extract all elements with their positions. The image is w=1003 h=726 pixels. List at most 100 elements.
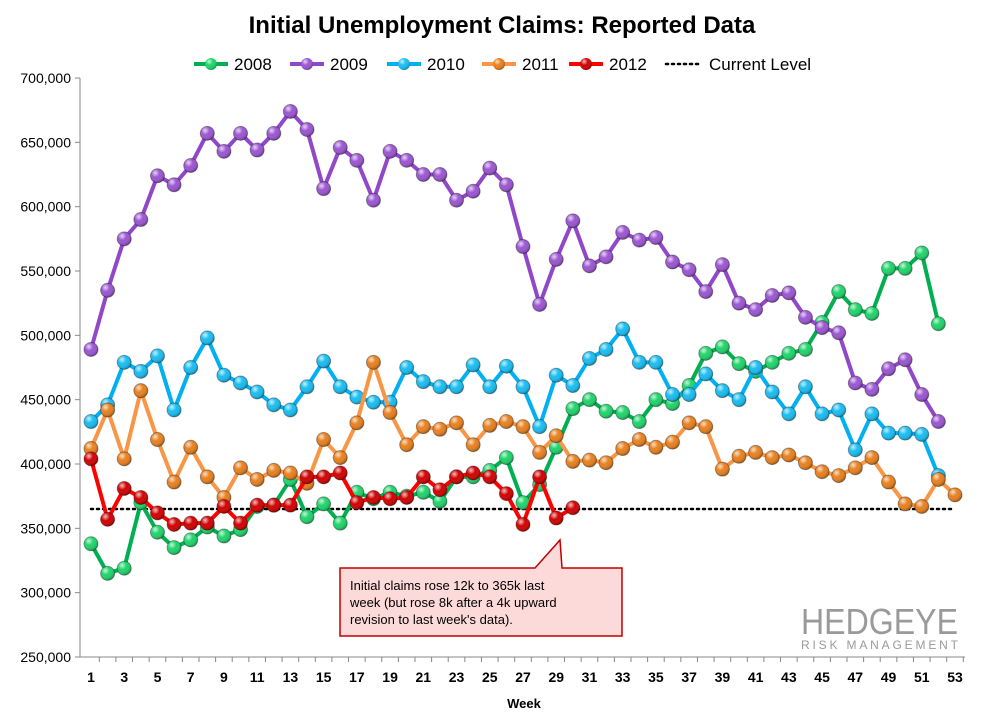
data-point-highlight — [316, 469, 331, 484]
data-point-highlight — [499, 450, 514, 465]
data-point-highlight — [898, 496, 913, 511]
x-tick-label: 51 — [914, 669, 930, 685]
data-point-highlight — [815, 406, 830, 421]
legend-label-current-level: Current Level — [709, 55, 811, 74]
data-point-highlight — [333, 516, 348, 531]
data-point-highlight — [366, 395, 381, 410]
data-point-highlight — [698, 419, 713, 434]
data-point-highlight — [200, 469, 215, 484]
data-point-highlight — [781, 447, 796, 462]
data-point-highlight — [482, 379, 497, 394]
data-point-highlight — [117, 481, 132, 496]
data-point-highlight — [615, 321, 630, 336]
data-point-highlight — [765, 384, 780, 399]
data-point-highlight — [715, 339, 730, 354]
data-point-highlight — [582, 453, 597, 468]
callout-line-1: Initial claims rose 12k to 365k last — [350, 578, 545, 593]
data-point-highlight — [599, 404, 614, 419]
data-point-highlight — [183, 516, 198, 531]
data-point-highlight — [781, 285, 796, 300]
series-2010 — [83, 321, 946, 484]
data-point-highlight — [798, 379, 813, 394]
y-tick-label: 650,000 — [20, 134, 71, 150]
x-tick-label: 17 — [349, 669, 365, 685]
data-point-highlight — [881, 361, 896, 376]
data-point-highlight — [216, 529, 231, 544]
data-point-highlight — [516, 239, 530, 254]
data-point-highlight — [881, 475, 896, 490]
data-point-highlight — [914, 499, 929, 514]
data-point-highlight — [831, 402, 846, 417]
data-point-highlight — [582, 351, 597, 366]
data-point-highlight — [133, 383, 148, 398]
data-point-highlight — [565, 454, 580, 469]
data-point-highlight — [864, 406, 879, 421]
y-tick-label: 450,000 — [20, 392, 71, 408]
data-point-highlight — [798, 342, 813, 357]
data-point-highlight — [333, 140, 348, 155]
data-point-highlight — [848, 460, 863, 475]
data-point-highlight — [432, 494, 447, 509]
legend-label-2010: 2010 — [427, 55, 465, 74]
series-line-2009 — [89, 109, 941, 423]
data-point-highlight — [117, 451, 132, 466]
data-point-highlight — [682, 415, 697, 430]
data-point-highlight — [732, 356, 746, 371]
data-point-highlight — [250, 143, 265, 158]
x-tick-label: 23 — [449, 669, 465, 685]
x-tick-label: 35 — [648, 669, 664, 685]
data-point-highlight — [432, 167, 447, 182]
y-tick-label: 250,000 — [20, 649, 71, 665]
legend-marker-highlight — [580, 58, 592, 70]
data-point-highlight — [283, 466, 298, 481]
x-tick-label: 43 — [781, 669, 797, 685]
data-point-highlight — [665, 387, 680, 402]
data-point-highlight — [150, 525, 165, 540]
x-tick-label: 39 — [715, 669, 731, 685]
data-point-highlight — [549, 368, 564, 383]
data-point-highlight — [748, 302, 763, 317]
data-point-highlight — [333, 466, 348, 481]
legend-marker-highlight — [301, 58, 313, 70]
x-tick-label: 3 — [120, 669, 128, 685]
data-point-highlight — [383, 405, 398, 420]
data-point-highlight — [748, 360, 763, 375]
data-point-highlight — [216, 368, 231, 383]
data-point-highlight — [715, 257, 730, 272]
data-point-highlight — [815, 320, 830, 335]
x-tick-label: 5 — [154, 669, 162, 685]
data-point-highlight — [100, 283, 115, 298]
data-point-highlight — [349, 390, 364, 405]
data-point-highlight — [499, 486, 514, 501]
data-point-highlight — [300, 469, 314, 484]
data-point-highlight — [466, 466, 481, 481]
hedgeye-logo: HEDGEYE RISK MANAGEMENT — [801, 601, 959, 652]
data-point-highlight — [632, 414, 647, 429]
legend-marker-highlight — [205, 58, 217, 70]
data-point-highlight — [399, 437, 414, 452]
data-point-highlight — [200, 516, 215, 531]
y-tick-label: 300,000 — [20, 585, 71, 601]
data-point-highlight — [499, 359, 514, 374]
x-tick-label: 53 — [947, 669, 963, 685]
data-point-highlight — [532, 445, 547, 460]
data-point-highlight — [599, 342, 614, 357]
data-point-highlight — [698, 284, 713, 299]
data-point-highlight — [432, 422, 447, 437]
legend-label-2011: 2011 — [522, 55, 559, 74]
data-point-highlight — [948, 487, 962, 502]
y-tick-label: 550,000 — [20, 263, 71, 279]
callout-line-3: revision to last week's data). — [350, 612, 513, 627]
data-point-highlight — [831, 284, 846, 299]
data-point-highlight — [449, 379, 464, 394]
chart-title: Initial Unemployment Claims: Reported Da… — [249, 12, 756, 39]
data-point-highlight — [765, 450, 780, 465]
x-tick-label: 33 — [615, 669, 631, 685]
data-point-highlight — [632, 355, 647, 370]
x-tick-label: 9 — [220, 669, 228, 685]
data-point-highlight — [416, 419, 431, 434]
data-point-highlight — [216, 499, 231, 514]
data-point-highlight — [549, 252, 564, 267]
data-point-highlight — [333, 450, 348, 465]
